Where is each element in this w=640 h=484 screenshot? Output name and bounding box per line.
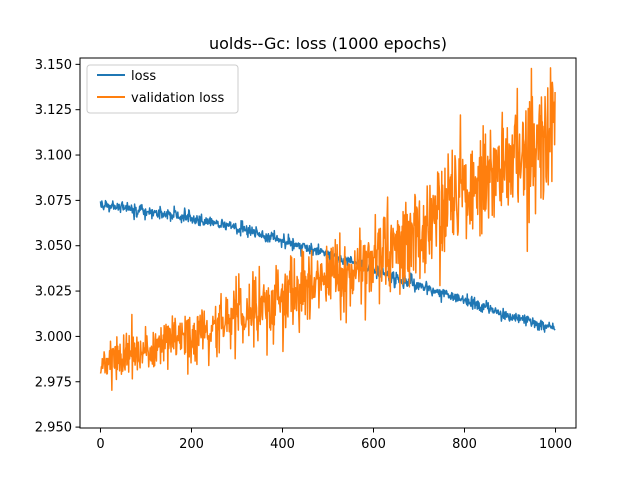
x-tick-label: 200	[179, 437, 204, 452]
x-tick-label: 1000	[539, 437, 572, 452]
chart-title: uolds--Gc: loss (1000 epochs)	[209, 34, 447, 53]
series-line-loss	[99, 199, 556, 333]
y-tick-label: 3.075	[35, 194, 72, 209]
y-tick-label: 3.125	[35, 103, 72, 118]
legend-box	[86, 64, 239, 114]
x-tick-label: 600	[361, 437, 386, 452]
legend-label-loss: loss	[131, 69, 156, 84]
legend-label-validation-loss: validation loss	[131, 91, 224, 106]
y-tick-label: 2.950	[35, 421, 72, 436]
y-tick-label: 3.025	[35, 285, 72, 300]
x-tick-label: 400	[270, 437, 295, 452]
plot-frame	[79, 57, 577, 429]
x-tick-label: 800	[452, 437, 477, 452]
y-tick-label: 3.000	[35, 330, 72, 345]
plot-lines	[99, 67, 556, 391]
y-tick-label: 3.050	[35, 239, 72, 254]
y-tick-label: 3.150	[35, 58, 72, 73]
x-axis: 0 200 400 600 800 1000	[96, 428, 572, 452]
series-line-validation-loss	[99, 67, 556, 391]
y-tick-label: 3.100	[35, 149, 72, 164]
x-tick-label: 0	[96, 437, 104, 452]
y-axis: 2.950 2.975 3.000 3.025 3.050 3.075 3.100 3.125…	[35, 58, 80, 436]
y-tick-label: 2.975	[35, 375, 72, 390]
legend: loss validation loss	[86, 64, 239, 114]
